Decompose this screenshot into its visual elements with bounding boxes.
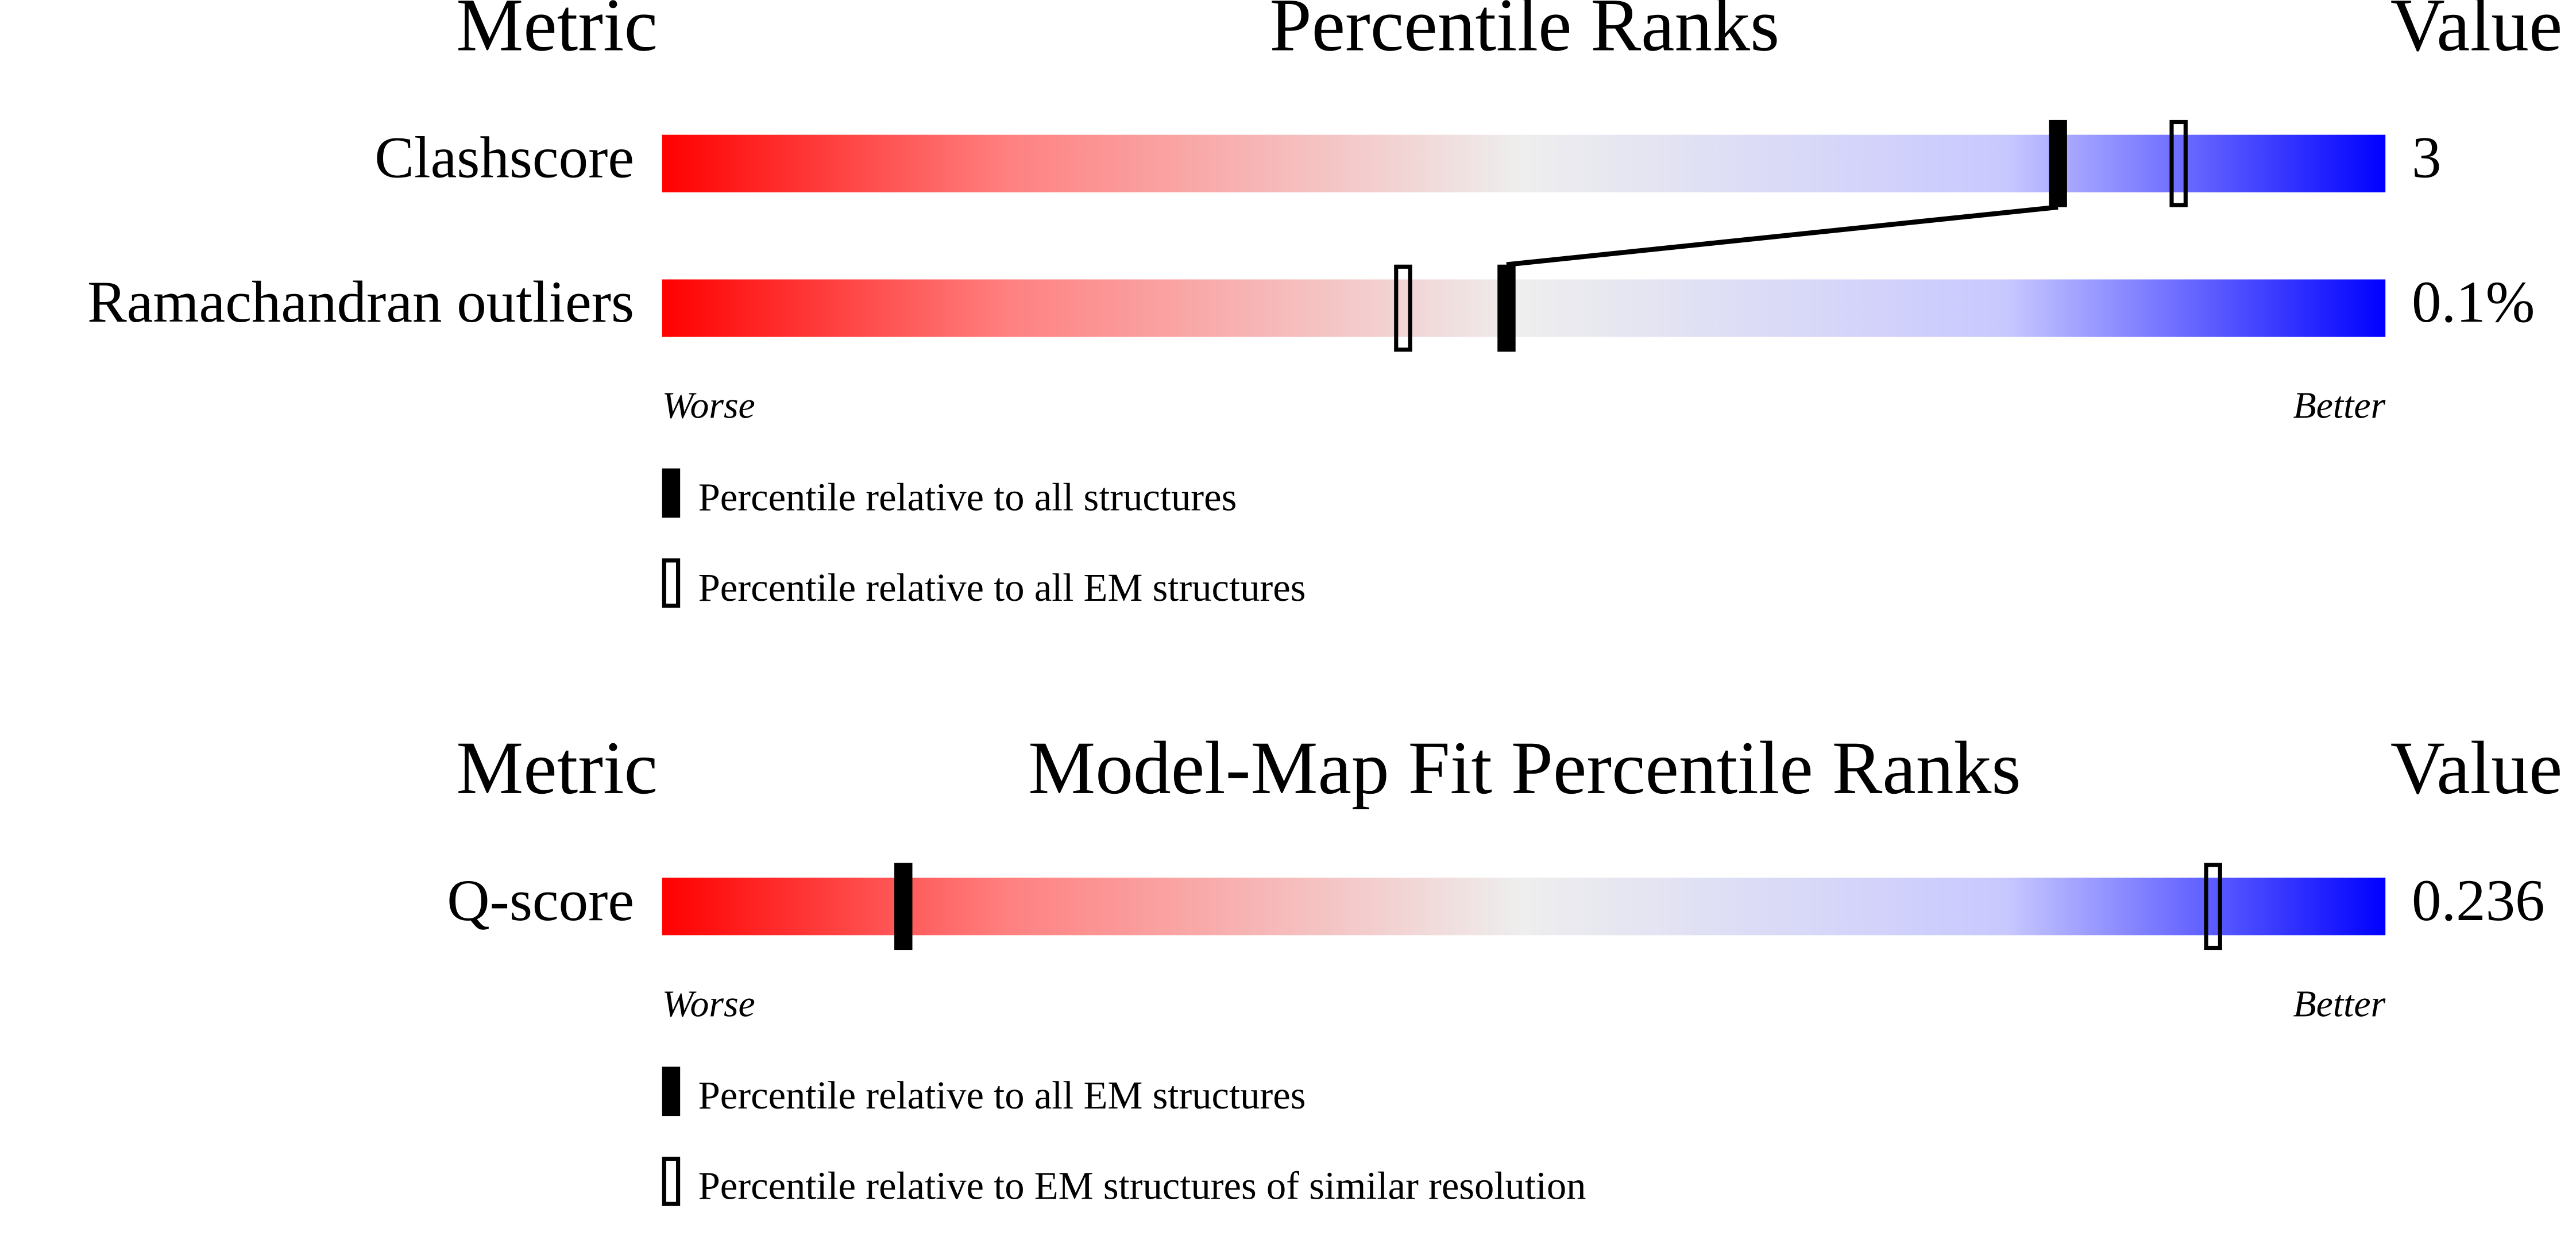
marker-filled — [2049, 119, 2067, 207]
header-value: Value — [2390, 0, 2563, 67]
metric-value: 0.1% — [2412, 269, 2535, 335]
legend-filled-icon — [662, 468, 681, 518]
connector — [1506, 204, 2059, 268]
metric-value: 3 — [2412, 125, 2441, 190]
marker-filled — [894, 863, 913, 951]
scale-worse: Worse — [662, 983, 755, 1025]
legend-filled: Percentile relative to all structures — [698, 476, 1237, 519]
marker-open — [2169, 119, 2188, 207]
legend-filled: Percentile relative to all EM structures — [698, 1073, 1306, 1117]
header-value: Value — [2390, 727, 2563, 810]
legend-open-icon — [662, 558, 681, 608]
legend-open: Percentile relative to all EM structures — [698, 566, 1306, 609]
header-metric: Metric — [456, 0, 658, 67]
scale-worse: Worse — [662, 385, 755, 427]
metric-value: 0.236 — [2412, 868, 2545, 933]
metric-name: Ramachandran outliers — [87, 269, 634, 335]
header-title: Model-Map Fit Percentile Ranks — [1028, 727, 2021, 810]
legend-filled-icon — [662, 1067, 681, 1117]
scale-better: Better — [2293, 983, 2385, 1025]
percentile-bar — [662, 279, 2386, 337]
header-title: Percentile Ranks — [1269, 0, 1779, 67]
scale-better: Better — [2293, 385, 2385, 427]
metric-name: Q-score — [447, 868, 634, 933]
header-metric: Metric — [456, 727, 658, 810]
marker-filled — [1497, 264, 1516, 352]
legend-open-icon — [662, 1156, 681, 1206]
metric-name: Clashscore — [374, 125, 634, 190]
percentile-bar — [662, 878, 2386, 936]
percentile-bar — [662, 134, 2386, 192]
marker-open — [2204, 863, 2222, 951]
legend-open: Percentile relative to EM structures of … — [698, 1164, 1586, 1208]
marker-open — [1394, 264, 1412, 352]
